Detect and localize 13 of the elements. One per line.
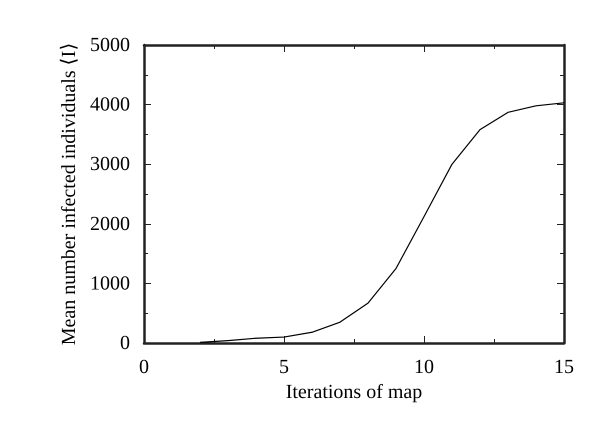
x-axis-title: Iterations of map — [286, 380, 422, 403]
y-tick-label: 4000 — [90, 94, 130, 116]
x-tick-label: 5 — [279, 356, 289, 378]
y-axis-title: Mean number infected individuals ⟨I⟩ — [58, 42, 80, 346]
y-tick-label: 5000 — [90, 34, 130, 56]
x-tick-label: 0 — [139, 356, 149, 378]
y-tick-label: 3000 — [90, 153, 130, 176]
y-tick-label: 0 — [120, 332, 130, 354]
x-tick-label: 10 — [414, 356, 434, 378]
y-tick-label: 2000 — [90, 212, 130, 235]
line-series — [199, 102, 565, 344]
x-tick-label: 15 — [554, 356, 574, 378]
y-tick-label: 1000 — [90, 272, 130, 294]
